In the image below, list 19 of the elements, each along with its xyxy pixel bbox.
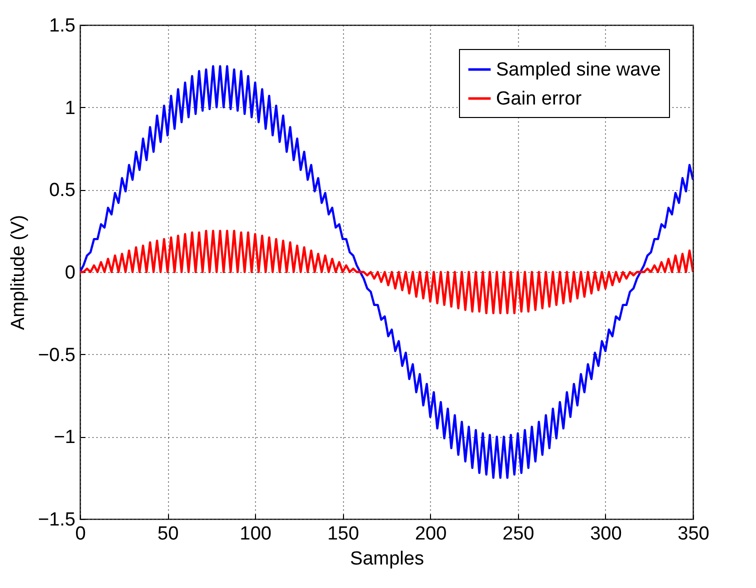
y-axis-title: Amplitude (V) <box>8 214 29 330</box>
legend-label: Sampled sine wave <box>496 60 661 80</box>
x-tick-label: 200 <box>414 524 447 544</box>
x-tick-label: 300 <box>590 524 622 544</box>
y-tick-label: 0.5 <box>49 180 76 202</box>
x-tick-label: 350 <box>678 524 710 544</box>
y-tick-label: 0 <box>64 262 76 284</box>
y-tick-label: −0.5 <box>38 344 76 366</box>
y-tick-label: −1 <box>54 427 76 448</box>
x-tick-label: 250 <box>502 524 534 544</box>
x-tick-label: 150 <box>327 524 360 544</box>
y-tick-label: 1 <box>64 98 76 119</box>
y-tick-label: −1.5 <box>38 510 76 530</box>
x-axis-title: Samples <box>350 548 424 570</box>
line-series <box>80 230 693 314</box>
y-tick-label: 1.5 <box>49 16 76 36</box>
x-tick-label: 100 <box>240 524 272 544</box>
x-tick-label: 50 <box>158 524 179 544</box>
legend-label: Gain error <box>496 88 582 110</box>
